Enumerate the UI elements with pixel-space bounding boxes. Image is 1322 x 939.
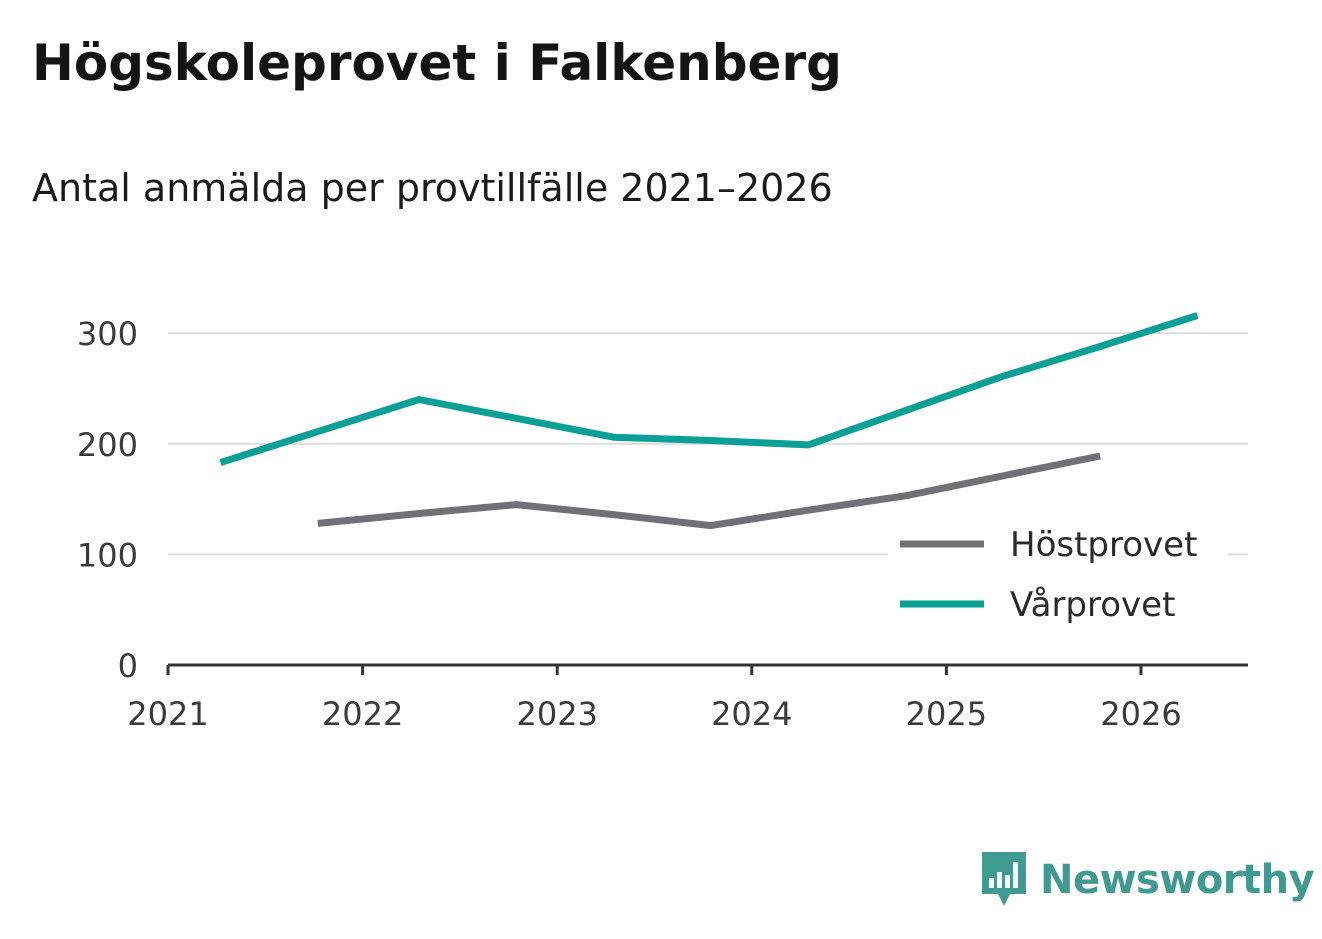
legend-label-v-rprovet: Vårprovet — [1010, 585, 1175, 625]
chart-subtitle: Antal anmälda per provtillfälle 2021–202… — [32, 166, 833, 210]
chart-title: Högskoleprovet i Falkenberg — [32, 34, 842, 92]
x-tick-label-2025: 2025 — [906, 695, 987, 733]
x-tick-label-2022: 2022 — [322, 695, 403, 733]
legend-box — [888, 518, 1228, 636]
y-tick-label-0: 0 — [118, 647, 138, 685]
x-tick-label-2024: 2024 — [711, 695, 792, 733]
y-tick-label-300: 300 — [77, 315, 138, 353]
y-tick-label-100: 100 — [77, 536, 138, 574]
newsworthy-logo-icon — [982, 852, 1026, 906]
series-line-h-stprovet — [317, 452, 1101, 530]
x-tick-label-2021: 2021 — [127, 695, 208, 733]
x-tick-label-2026: 2026 — [1100, 695, 1181, 733]
series-line-v-rprovet — [219, 312, 1199, 466]
brand-name: Newsworthy — [1040, 857, 1315, 903]
brand-logo: Newsworthy — [980, 850, 1315, 910]
y-tick-label-200: 200 — [77, 426, 138, 464]
x-tick-label-2023: 2023 — [516, 695, 597, 733]
legend-label-h-stprovet: Höstprovet — [1010, 525, 1197, 565]
